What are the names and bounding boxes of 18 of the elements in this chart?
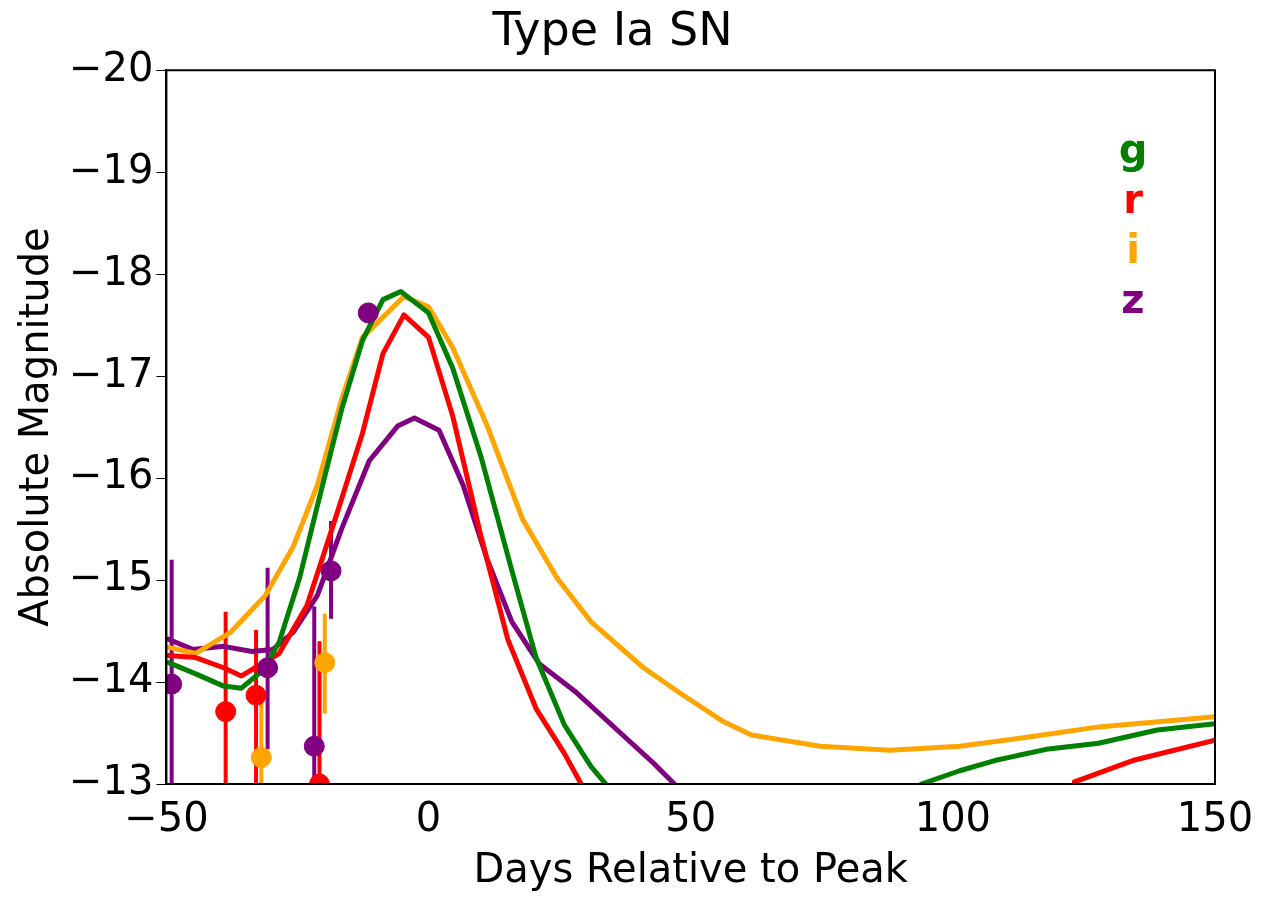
text: g — [1118, 125, 1148, 172]
x-axis-title: Days Relative to Peak — [473, 845, 909, 892]
x-tick-label: 50 — [665, 794, 717, 841]
y-tick-label: −18 — [68, 247, 154, 294]
text: i — [1126, 225, 1140, 272]
chart-title: Type Ia SN — [491, 1, 733, 56]
y-tick-label: −17 — [68, 349, 154, 396]
y-tick-label: −15 — [68, 553, 154, 600]
y-tick-label: −20 — [68, 43, 154, 90]
y-tick-label: −19 — [68, 145, 154, 192]
y-tick-label: −14 — [68, 655, 154, 702]
x-tick-label: 150 — [1176, 794, 1254, 841]
y-axis-title: Absolute Magnitude — [11, 227, 58, 627]
text: r — [1123, 175, 1144, 222]
text: z — [1121, 275, 1145, 322]
x-tick-label: 0 — [415, 794, 442, 841]
y-tick-label: −16 — [68, 451, 154, 498]
x-tick-label: 100 — [914, 794, 992, 841]
